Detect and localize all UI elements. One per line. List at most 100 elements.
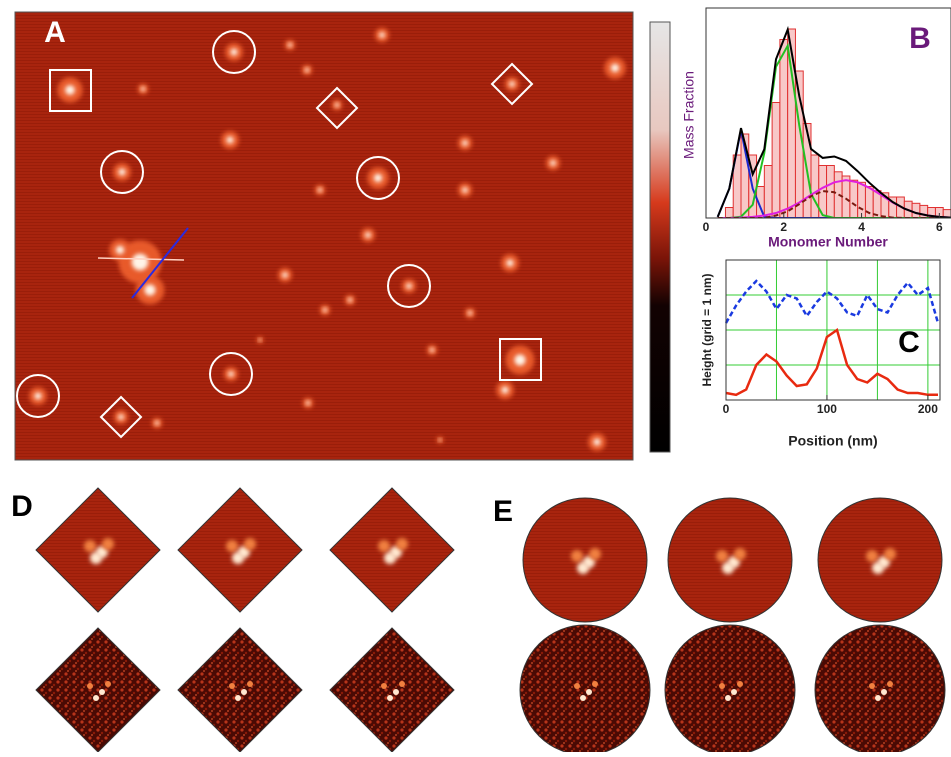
feature [105, 681, 111, 687]
panel-label: A [44, 16, 66, 49]
feature [235, 695, 241, 701]
feature [881, 689, 887, 695]
particle [259, 339, 262, 342]
panel-label: C [898, 326, 920, 359]
feature [396, 538, 408, 550]
particle [468, 311, 472, 315]
feature [592, 681, 598, 687]
particle [462, 187, 468, 193]
feature [580, 695, 586, 701]
particle [594, 439, 601, 446]
particle [305, 68, 309, 72]
particle [502, 387, 509, 394]
particle [374, 174, 382, 182]
particle [155, 421, 159, 425]
round-image [665, 625, 795, 752]
feature [734, 548, 746, 560]
particle [611, 64, 619, 72]
feature [99, 689, 105, 695]
feature [875, 695, 881, 701]
particle [141, 87, 145, 91]
x-tick-label: 2 [780, 220, 787, 234]
feature [229, 683, 235, 689]
particle [507, 260, 514, 267]
feature [241, 689, 247, 695]
feature [378, 540, 390, 552]
x-axis-label: Position (nm) [788, 433, 877, 449]
particle [119, 169, 126, 176]
particle [365, 232, 371, 238]
particle [306, 401, 310, 405]
feature [399, 681, 405, 687]
particle [282, 272, 288, 278]
x-tick-label: 100 [817, 402, 837, 416]
particle [550, 160, 556, 166]
feature [87, 683, 93, 689]
histogram-bar [772, 103, 780, 219]
round-image [520, 625, 650, 752]
particle [35, 393, 42, 400]
particle [406, 283, 412, 289]
feature [719, 683, 725, 689]
feature [571, 550, 583, 562]
panel-e [520, 498, 945, 752]
particle [514, 354, 525, 365]
diamond-image [330, 628, 454, 752]
feature [102, 538, 114, 550]
feature [872, 562, 884, 574]
y-axis-label: Height (grid = 1 nm) [700, 273, 714, 386]
particle [430, 348, 434, 352]
feature [731, 689, 737, 695]
feature [866, 550, 878, 562]
panel-label: B [909, 22, 931, 55]
feature [589, 548, 601, 560]
histogram-bar [780, 40, 788, 219]
round-image [815, 625, 945, 752]
feature [737, 681, 743, 687]
figure: A B C D E 0246Monomer NumberMass Fractio… [0, 0, 951, 752]
feature [381, 683, 387, 689]
feature [725, 695, 731, 701]
feature [93, 695, 99, 701]
particle [462, 140, 468, 146]
histogram-bar [842, 176, 850, 218]
particle [323, 308, 327, 312]
particle [288, 43, 292, 47]
feature [722, 562, 734, 574]
feature [716, 550, 728, 562]
particle [118, 414, 124, 420]
panel-label: E [493, 495, 513, 528]
panel-label: D [11, 490, 33, 523]
histogram-bar [764, 166, 772, 219]
colorbar [650, 22, 670, 452]
x-axis-label: Monomer Number [768, 234, 888, 250]
particle [318, 188, 322, 192]
x-tick-label: 200 [918, 402, 938, 416]
feature [586, 689, 592, 695]
feature [232, 552, 244, 564]
particle [231, 49, 238, 56]
feature [884, 548, 896, 560]
feature [574, 683, 580, 689]
feature [247, 681, 253, 687]
feature [90, 552, 102, 564]
histogram-bar [850, 180, 858, 218]
diamond-image [178, 628, 302, 752]
x-tick-label: 6 [936, 220, 943, 234]
feature [577, 562, 589, 574]
x-tick-label: 4 [858, 220, 865, 234]
panel-d [36, 488, 454, 752]
histogram-bar [912, 203, 920, 218]
particle [227, 137, 234, 144]
particle [379, 32, 385, 38]
particle [335, 103, 339, 107]
particle [116, 246, 124, 254]
histogram-bar [858, 182, 866, 218]
series-line [726, 281, 938, 323]
feature [226, 540, 238, 552]
diamond-image [36, 628, 160, 752]
particle [65, 85, 75, 95]
feature [869, 683, 875, 689]
feature [387, 695, 393, 701]
x-tick-label: 0 [723, 402, 730, 416]
